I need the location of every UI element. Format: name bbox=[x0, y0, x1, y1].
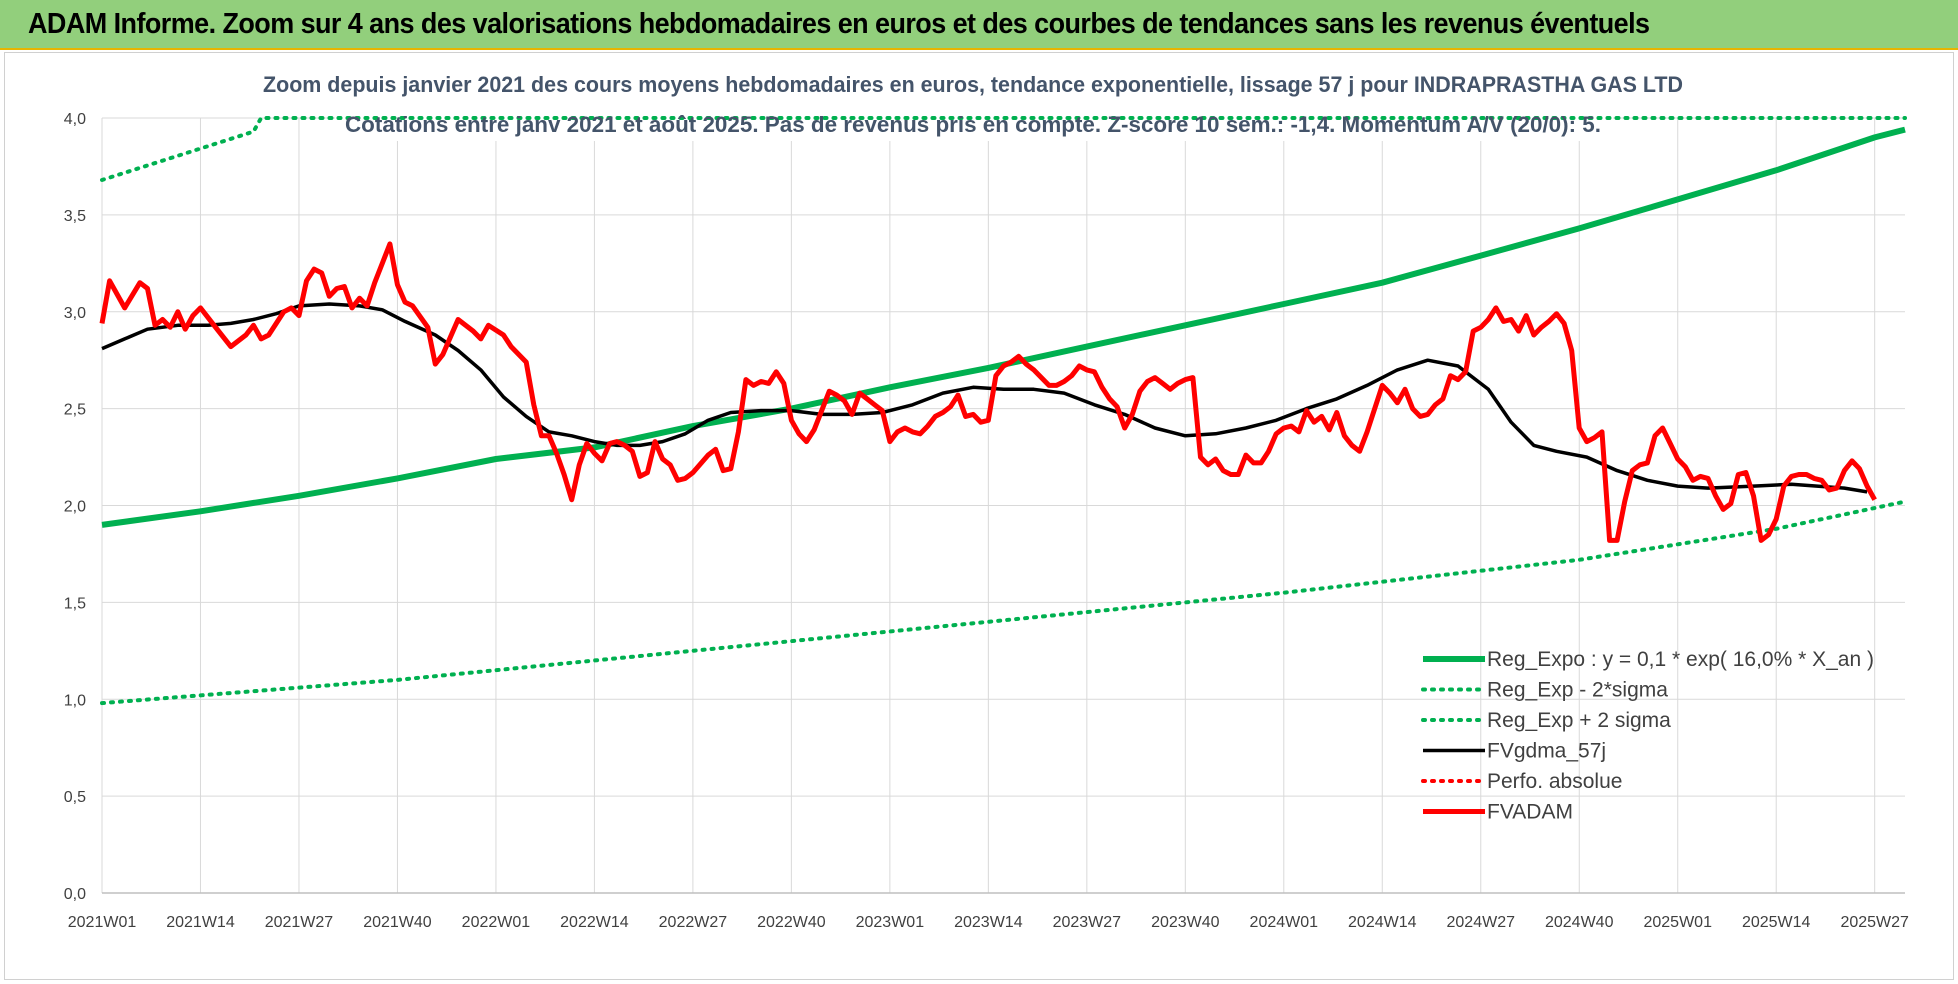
x-tick-label: 2022W01 bbox=[462, 914, 531, 931]
y-tick-label: 1,5 bbox=[64, 595, 86, 612]
y-tick-label: 4,0 bbox=[64, 111, 86, 128]
legend-label: Reg_Expo : y = 0,1 * exp( 16,0% * X_an ) bbox=[1487, 648, 1874, 671]
grid-lines bbox=[101, 117, 1905, 894]
y-tick-label: 2,0 bbox=[64, 499, 86, 516]
x-tick-label: 2023W01 bbox=[856, 914, 925, 931]
x-tick-label: 2023W27 bbox=[1053, 914, 1122, 931]
x-tick-label: 2025W01 bbox=[1643, 914, 1712, 931]
line-chart: 0,00,51,01,52,02,53,03,54,0 2021W01 2021W… bbox=[5, 53, 1953, 979]
x-tick-label: 2024W14 bbox=[1348, 914, 1417, 931]
x-tick-label: 2022W14 bbox=[560, 914, 629, 931]
legend-label: Perfo. absolue bbox=[1487, 770, 1622, 793]
report-banner: ADAM Informe. Zoom sur 4 ans des valoris… bbox=[0, 0, 1958, 50]
x-tick-label: 2023W40 bbox=[1151, 914, 1220, 931]
subtitle-background bbox=[335, 101, 1613, 141]
legend-label: Reg_Exp - 2*sigma bbox=[1487, 679, 1668, 702]
chart-title: Zoom depuis janvier 2021 des cours moyen… bbox=[263, 72, 1683, 97]
x-tick-label: 2022W27 bbox=[659, 914, 728, 931]
x-tick-label: 2025W14 bbox=[1742, 914, 1811, 931]
y-tick-label: 1,0 bbox=[64, 692, 86, 709]
x-tick-label: 2024W40 bbox=[1545, 914, 1614, 931]
series-line bbox=[101, 126, 1906, 528]
series-line bbox=[100, 499, 1907, 706]
y-axis-ticks: 0,0 0,5 1,0 1,5 2,0 2,5 3,0 3,5 4,0 bbox=[64, 111, 86, 903]
y-tick-label: 3,5 bbox=[64, 208, 86, 225]
legend-label: FVADAM bbox=[1487, 801, 1573, 824]
x-tick-label: 2022W40 bbox=[757, 914, 826, 931]
title-background bbox=[255, 61, 1691, 101]
x-tick-label: 2024W27 bbox=[1447, 914, 1516, 931]
y-tick-label: 0,5 bbox=[64, 789, 86, 806]
y-tick-label: 0,0 bbox=[64, 886, 86, 903]
series-line bbox=[101, 302, 1868, 494]
chart-subtitle: Cotations entre janv 2021 et août 2025. … bbox=[345, 112, 1601, 137]
x-tick-label: 2021W27 bbox=[265, 914, 334, 931]
x-tick-label: 2021W14 bbox=[166, 914, 235, 931]
legend-label: FVgdma_57j bbox=[1487, 740, 1606, 763]
x-tick-label: 2023W14 bbox=[954, 914, 1023, 931]
legend-label: Reg_Exp + 2 sigma bbox=[1487, 709, 1671, 732]
x-tick-label: 2021W01 bbox=[68, 914, 137, 931]
series-lines bbox=[99, 116, 1907, 706]
y-tick-label: 3,0 bbox=[64, 305, 86, 322]
x-tick-label: 2021W40 bbox=[363, 914, 432, 931]
chart-frame: 0,0 0,5 1,0 1,5 2,0 2,5 3,0 3,5 4,0 2021W01 2021W… bbox=[4, 52, 1954, 980]
series-line bbox=[100, 116, 1907, 182]
x-tick-label: 2024W01 bbox=[1250, 914, 1319, 931]
x-axis-ticks: 2021W01 2021W14 2021W27 2021W40 2022W01 2022W… bbox=[68, 914, 1909, 931]
y-tick-label: 2,5 bbox=[64, 402, 86, 419]
report-title: ADAM Informe. Zoom sur 4 ans des valoris… bbox=[28, 8, 1650, 40]
chart-legend: Reg_Expo : y = 0,1 * exp( 16,0% * X_an )… bbox=[1421, 648, 1874, 824]
series-line bbox=[99, 241, 1877, 543]
x-tick-label: 2025W27 bbox=[1840, 914, 1909, 931]
